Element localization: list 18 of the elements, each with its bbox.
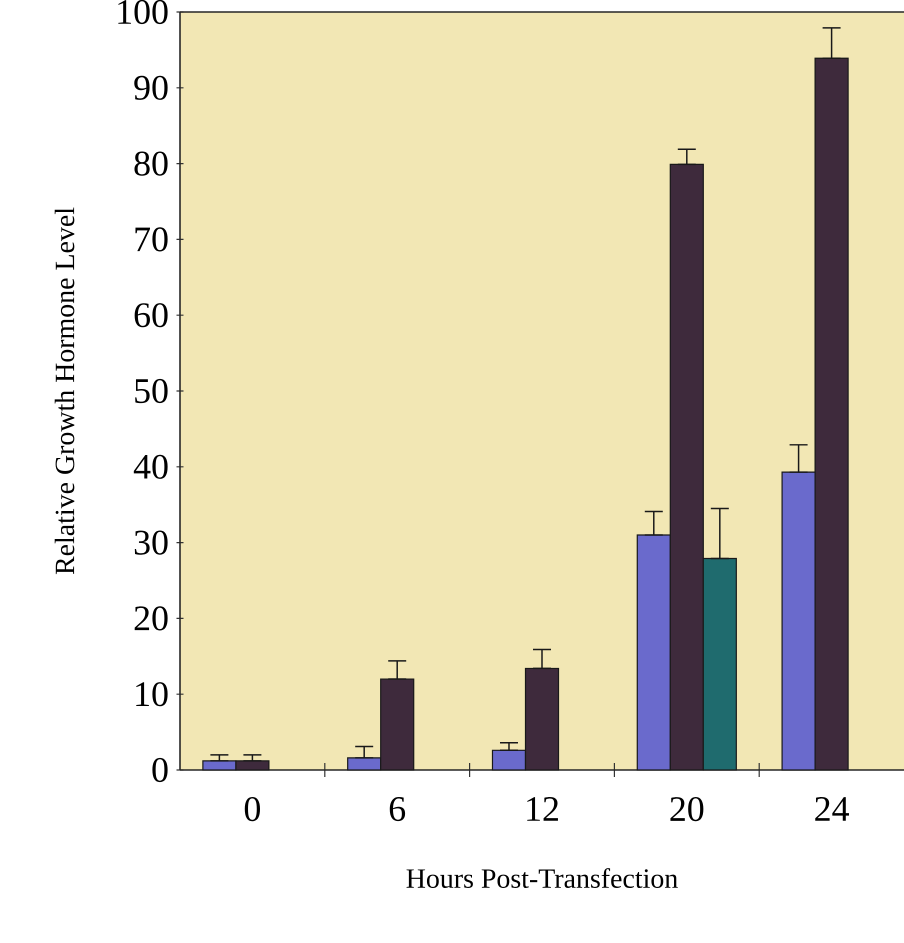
y-axis-title: Relative Growth Hormone Level bbox=[54, 208, 74, 574]
y-tick-label: 40 bbox=[134, 454, 168, 479]
y-tick-label: 50 bbox=[135, 378, 168, 404]
y-tick-label: 10 bbox=[136, 682, 168, 706]
x-tick-label: 0 bbox=[244, 797, 260, 822]
y-tick-label: 0 bbox=[152, 758, 168, 782]
y-tick-label: 100 bbox=[118, 0, 168, 24]
y-tick-label: 20 bbox=[134, 606, 168, 630]
x-tick-label: 20 bbox=[670, 797, 704, 822]
y-tick-label: 60 bbox=[134, 303, 168, 328]
x-tick-label: 6 bbox=[390, 797, 406, 822]
x-tick-label: 24 bbox=[815, 797, 849, 821]
x-tick-label: 12 bbox=[527, 797, 558, 821]
y-tick-label: 80 bbox=[134, 152, 168, 176]
x-axis-title: Hours Post-Transfection bbox=[406, 868, 678, 888]
y-tick-label: 30 bbox=[134, 530, 168, 555]
y-tick-label: 90 bbox=[134, 76, 168, 100]
y-tick-label: 70 bbox=[135, 227, 168, 252]
